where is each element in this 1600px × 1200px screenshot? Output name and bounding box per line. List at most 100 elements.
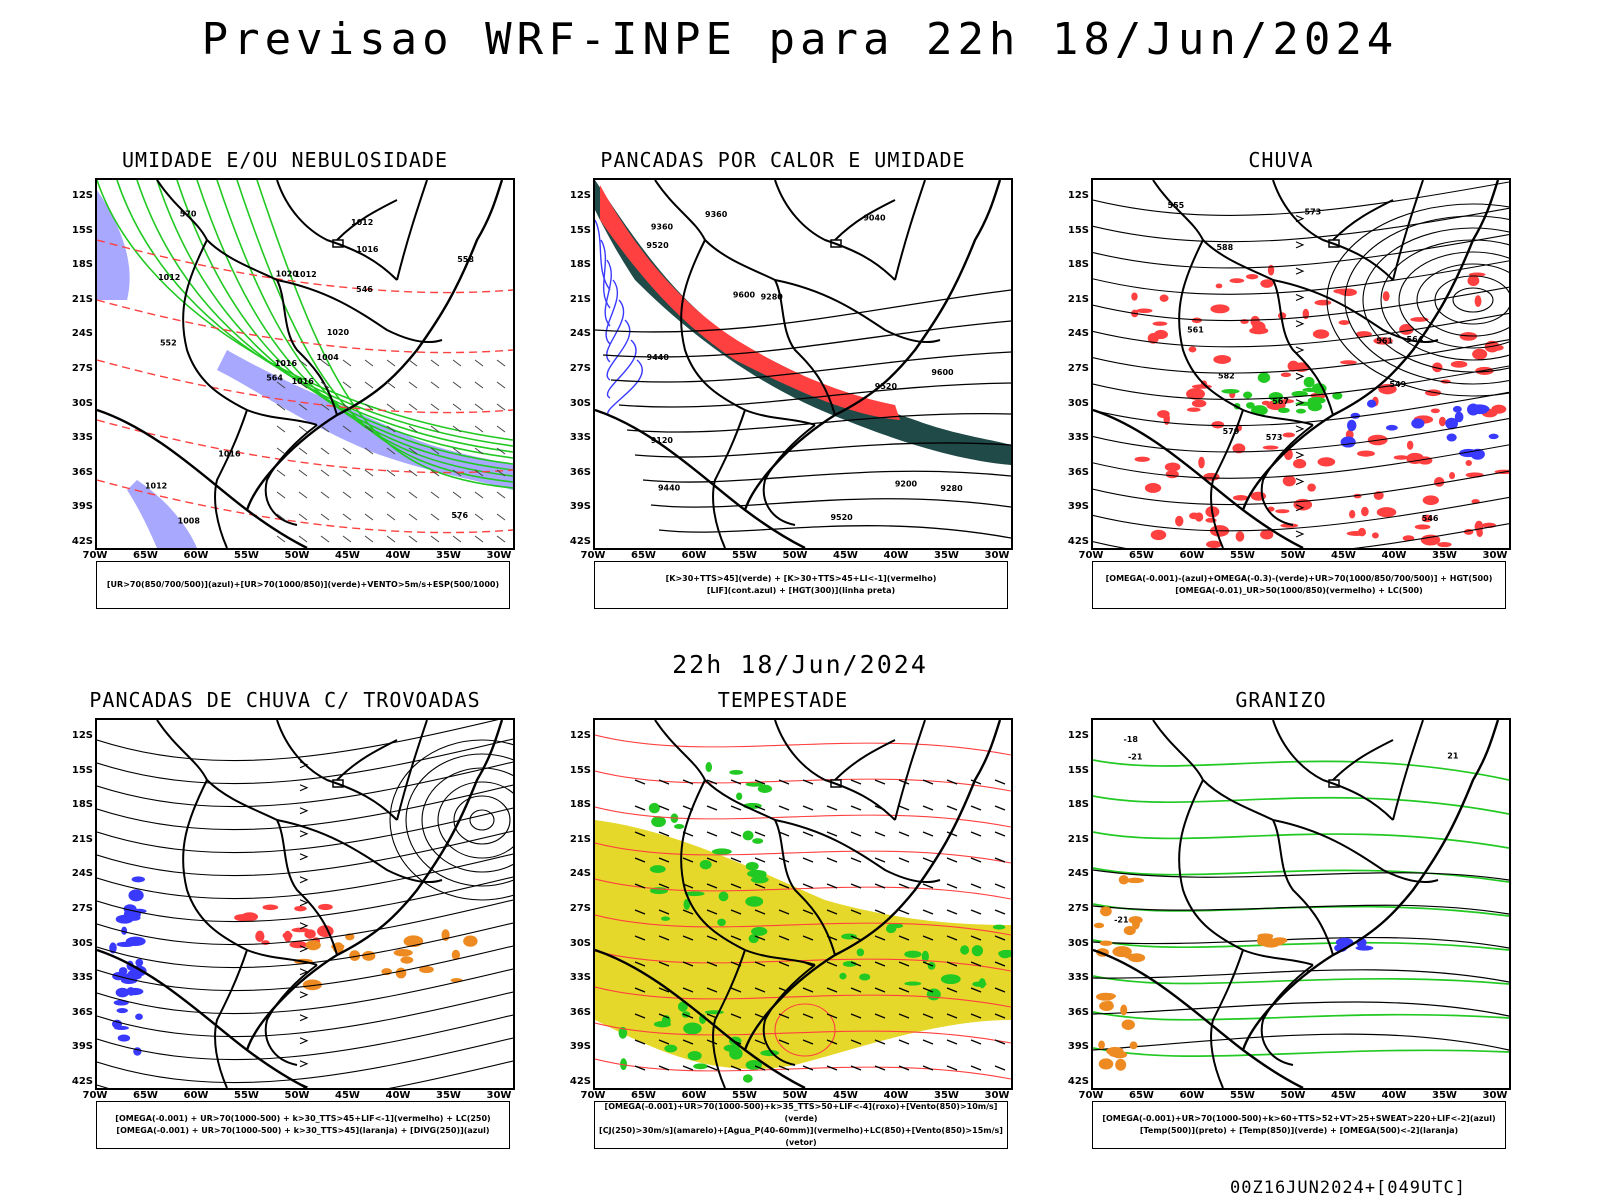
- wind-vector: [946, 883, 958, 889]
- temp-850-contour-green: [1093, 795, 1509, 815]
- wind-850-area-green: [972, 981, 987, 987]
- country-border: [396, 180, 428, 281]
- wind-vector: [452, 513, 462, 521]
- map-canvas: [97, 720, 513, 1088]
- country-border: [1178, 239, 1314, 426]
- rain-area-red: [1280, 523, 1299, 528]
- wind-vector: [496, 513, 506, 521]
- wind-vector: [994, 857, 1006, 863]
- latitude-tick-label: 21S: [569, 833, 591, 845]
- country-border: [1332, 199, 1394, 241]
- latitude-tick-label: 27S: [1067, 903, 1089, 914]
- latitude-tick-label: 12S: [569, 730, 591, 741]
- wind-850-area-green: [757, 784, 773, 793]
- rain-area-red: [1186, 388, 1205, 400]
- wind-850-area-green: [745, 896, 764, 907]
- wind-vector: [754, 831, 766, 837]
- latitude-tick-label: 30S: [71, 937, 93, 949]
- latitude-tick-label: 12S: [569, 190, 591, 201]
- wind-vector: [970, 779, 982, 785]
- wind-vector: [634, 857, 646, 863]
- wind-vector: [658, 857, 670, 863]
- wind-vector: [682, 857, 694, 863]
- longitude-tick-label: 50W: [284, 550, 310, 561]
- wind-vector: [970, 805, 982, 811]
- longitude-tick-label: 55W: [732, 550, 757, 561]
- contour-label: 9040: [863, 213, 886, 222]
- rain-area-red: [1189, 512, 1200, 520]
- weather-map: 1016 1012 1016 1012 1020 1016 1012 1012 1016 1004…: [95, 178, 515, 550]
- contour-label: 9360: [651, 222, 674, 231]
- longitude-tick-label: 50W: [782, 1090, 808, 1101]
- wind-vector: [430, 447, 440, 455]
- wind-vector: [826, 1039, 838, 1045]
- divergence-area-blue: [118, 967, 128, 976]
- longitude-tick-label: 55W: [732, 1090, 757, 1101]
- wind-vector: [778, 935, 790, 941]
- rain-area-blue: [1452, 405, 1462, 413]
- wind-vector: [850, 1013, 862, 1019]
- wind-vector: [276, 359, 286, 367]
- divergence-area-blue: [131, 876, 145, 883]
- wind-vector: [408, 491, 418, 499]
- latitude-tick-label: 18S: [1067, 799, 1089, 811]
- rain-area-red: [1467, 275, 1480, 287]
- wind-vector: [452, 535, 462, 543]
- contour-label: 546: [1422, 514, 1439, 523]
- wind-vector: [850, 857, 862, 863]
- wind-850-area-green: [971, 945, 984, 957]
- divergence-area-blue: [128, 889, 144, 902]
- latitude-tick-label: 21S: [1067, 293, 1089, 305]
- wind-vector: [970, 1013, 982, 1019]
- wind-vector: [496, 535, 506, 543]
- longitude-tick-label: 40W: [883, 1090, 909, 1101]
- wind-850-area-green: [718, 891, 729, 902]
- lifted-index-contour: [606, 339, 637, 399]
- country-border: [774, 180, 896, 281]
- wind-vector: [898, 883, 910, 889]
- geopotential-height-line: [618, 382, 1011, 408]
- map-canvas: 9520 9600 9440 9360 9280 9200 9120 9040 9600 9520…: [595, 180, 1011, 548]
- wind-vector: [298, 447, 308, 455]
- contour-label: 9440: [647, 353, 670, 362]
- height-contour-ring: [1326, 203, 1509, 397]
- latitude-tick-label: 15S: [71, 764, 93, 776]
- wind-vector: [754, 779, 766, 785]
- wind-vector: [430, 381, 440, 389]
- country-border: [1152, 720, 1334, 956]
- rain-area-red: [1287, 360, 1300, 372]
- wind-vector: [946, 935, 958, 941]
- panel-legend: [OMEGA(-0.001) + UR>70(1000-500) + k>30_…: [96, 1101, 510, 1149]
- legend-line: [OMEGA(-0.001)+UR>70(1000-500)+k>60+TTS>…: [1102, 1114, 1496, 1123]
- flow-arrow-icon: [299, 1060, 309, 1068]
- wind-vector: [802, 1039, 814, 1045]
- temp-850-contour-green: [1093, 939, 1509, 951]
- wind-vector: [778, 779, 790, 785]
- longitude-tick-label: 65W: [631, 550, 656, 561]
- contour-label: 1012: [294, 270, 316, 279]
- contour-label: 579: [1223, 427, 1240, 436]
- wind-vector: [452, 359, 462, 367]
- latitude-tick-label: 12S: [1067, 730, 1089, 741]
- streamline-850-red: [595, 914, 1011, 936]
- map-layers: 1016101210161012102010161012101210161004…: [97, 180, 513, 548]
- latitude-tick-label: 33S: [71, 432, 93, 444]
- wind-vector: [802, 857, 814, 863]
- temp-850-contour-green: [1093, 1011, 1509, 1021]
- wind-vector: [778, 987, 790, 993]
- divergence-area-blue: [121, 926, 128, 935]
- map-layers: [595, 720, 1011, 1088]
- wind-vector: [298, 469, 308, 477]
- wind-vector: [898, 1013, 910, 1019]
- rain-area-blue: [1445, 417, 1459, 430]
- wind-vector: [452, 469, 462, 477]
- wind-vector: [826, 779, 838, 785]
- contour-label: 558: [457, 255, 474, 264]
- flow-arrow-icon: [299, 922, 309, 930]
- wind-vector: [778, 1065, 790, 1071]
- wind-vector: [970, 987, 982, 993]
- wind-vector: [364, 425, 374, 433]
- flow-arrow-icon: [1295, 530, 1305, 538]
- longitude-tick-label: 55W: [234, 1090, 259, 1101]
- thunderstorm-area-red: [318, 903, 333, 911]
